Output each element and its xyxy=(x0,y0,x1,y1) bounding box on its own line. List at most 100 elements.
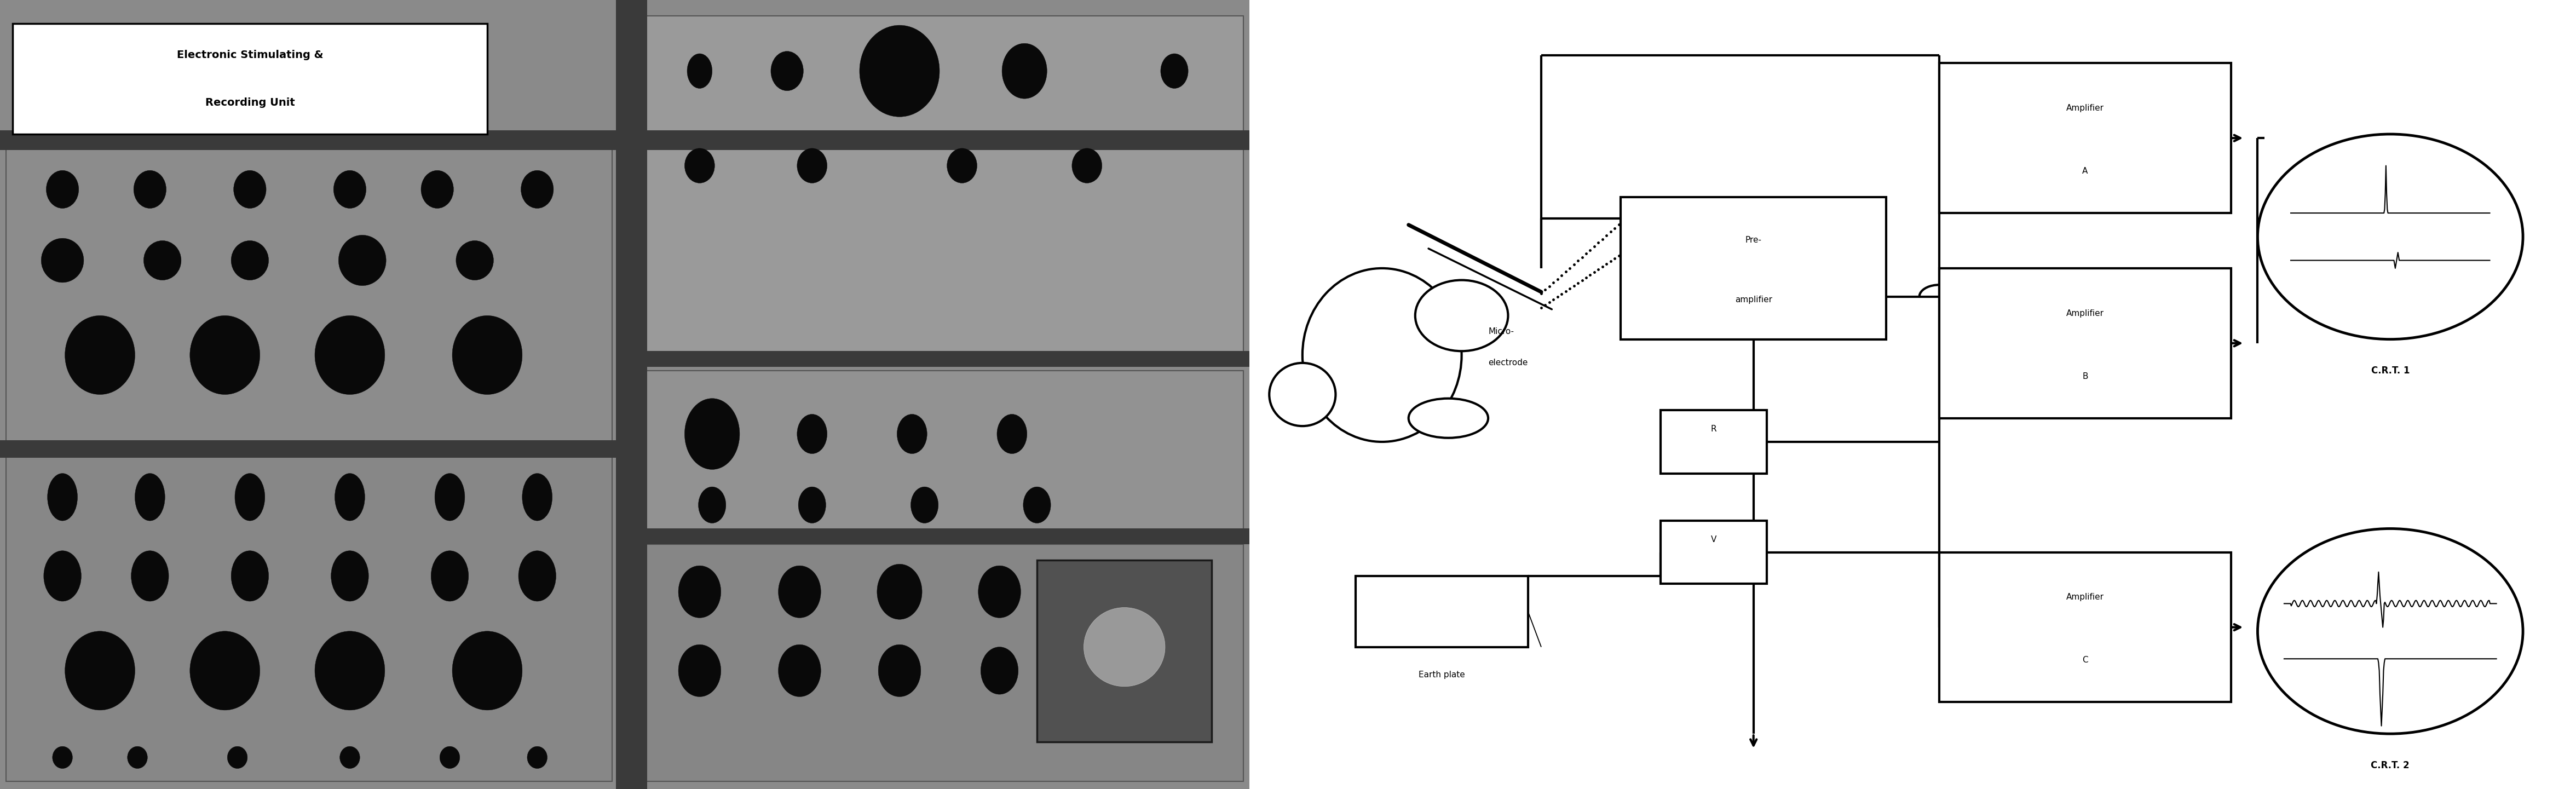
Text: A: A xyxy=(2081,167,2089,175)
Ellipse shape xyxy=(860,25,940,117)
Ellipse shape xyxy=(44,551,82,601)
Ellipse shape xyxy=(191,631,260,710)
Bar xyxy=(1940,268,2231,418)
Ellipse shape xyxy=(456,241,495,280)
Bar xyxy=(636,544,1244,781)
Ellipse shape xyxy=(440,746,459,768)
Ellipse shape xyxy=(134,473,165,521)
Bar xyxy=(0,440,631,458)
Ellipse shape xyxy=(685,148,714,183)
Ellipse shape xyxy=(46,170,80,208)
Ellipse shape xyxy=(997,414,1028,454)
Ellipse shape xyxy=(1023,487,1051,523)
Text: Recording Unit: Recording Unit xyxy=(206,97,294,108)
Ellipse shape xyxy=(131,551,167,601)
Text: Pre-: Pre- xyxy=(1747,236,1762,244)
Ellipse shape xyxy=(896,414,927,454)
Ellipse shape xyxy=(232,241,268,280)
Text: amplifier: amplifier xyxy=(1734,295,1772,304)
Ellipse shape xyxy=(314,631,384,710)
Ellipse shape xyxy=(41,238,82,282)
Ellipse shape xyxy=(688,54,711,88)
Text: Micro-: Micro- xyxy=(1489,327,1515,335)
Ellipse shape xyxy=(453,316,523,394)
Ellipse shape xyxy=(435,473,464,521)
Ellipse shape xyxy=(332,170,366,208)
Text: B: B xyxy=(2081,372,2089,380)
Ellipse shape xyxy=(46,473,77,521)
Ellipse shape xyxy=(2257,134,2522,339)
Text: Earth plate: Earth plate xyxy=(1419,671,1466,679)
Bar xyxy=(636,16,1244,355)
Text: V: V xyxy=(1710,536,1716,544)
Ellipse shape xyxy=(518,551,556,601)
Ellipse shape xyxy=(876,564,922,619)
Bar xyxy=(0,130,1249,150)
Ellipse shape xyxy=(453,631,523,710)
Ellipse shape xyxy=(1303,268,1461,442)
Bar xyxy=(1940,552,2231,702)
Bar xyxy=(636,371,1244,537)
Bar xyxy=(1038,560,1211,742)
Ellipse shape xyxy=(528,746,546,768)
Ellipse shape xyxy=(778,566,822,618)
Text: Amplifier: Amplifier xyxy=(2066,104,2105,112)
Ellipse shape xyxy=(335,473,366,521)
Ellipse shape xyxy=(430,551,469,601)
Ellipse shape xyxy=(337,235,386,286)
Ellipse shape xyxy=(52,746,72,768)
Ellipse shape xyxy=(314,316,384,394)
Bar xyxy=(616,0,647,789)
Ellipse shape xyxy=(796,148,827,183)
Ellipse shape xyxy=(1162,54,1188,88)
Ellipse shape xyxy=(340,746,361,768)
Bar xyxy=(623,529,1249,544)
Ellipse shape xyxy=(778,645,822,697)
Ellipse shape xyxy=(64,316,134,394)
Ellipse shape xyxy=(64,631,134,710)
Ellipse shape xyxy=(523,473,551,521)
Ellipse shape xyxy=(234,473,265,521)
Ellipse shape xyxy=(981,647,1018,694)
Text: C: C xyxy=(2081,656,2089,664)
Text: Amplifier: Amplifier xyxy=(2066,593,2105,601)
Ellipse shape xyxy=(796,414,827,454)
Ellipse shape xyxy=(677,645,721,697)
Ellipse shape xyxy=(979,566,1020,618)
Ellipse shape xyxy=(698,487,726,523)
Text: Amplifier: Amplifier xyxy=(2066,309,2105,317)
Text: C.R.T. 2: C.R.T. 2 xyxy=(2370,761,2409,770)
Text: R: R xyxy=(1710,425,1716,433)
Text: electrode: electrode xyxy=(1489,359,1528,367)
Ellipse shape xyxy=(1002,43,1046,99)
Ellipse shape xyxy=(1084,608,1164,686)
Bar xyxy=(1940,63,2231,213)
Bar xyxy=(1620,197,1886,339)
Ellipse shape xyxy=(685,398,739,469)
Ellipse shape xyxy=(948,148,976,183)
Ellipse shape xyxy=(126,746,147,768)
Ellipse shape xyxy=(332,551,368,601)
Ellipse shape xyxy=(677,566,721,618)
Ellipse shape xyxy=(134,170,167,208)
Text: C.R.T. 1: C.R.T. 1 xyxy=(2370,366,2409,376)
Ellipse shape xyxy=(1072,148,1103,183)
Bar xyxy=(5,450,613,781)
Ellipse shape xyxy=(144,241,180,280)
Ellipse shape xyxy=(234,170,265,208)
Ellipse shape xyxy=(1409,398,1489,438)
Ellipse shape xyxy=(1270,363,1334,426)
Ellipse shape xyxy=(770,51,804,91)
Bar xyxy=(1355,576,1528,647)
Bar xyxy=(13,24,487,134)
Ellipse shape xyxy=(799,487,827,523)
Bar xyxy=(1662,410,1767,473)
Bar xyxy=(5,142,613,442)
Ellipse shape xyxy=(191,316,260,394)
Ellipse shape xyxy=(878,645,920,697)
Ellipse shape xyxy=(232,551,268,601)
Ellipse shape xyxy=(912,487,938,523)
Bar xyxy=(1662,521,1767,584)
Ellipse shape xyxy=(2257,529,2522,734)
Text: Electronic Stimulating &: Electronic Stimulating & xyxy=(178,50,322,61)
